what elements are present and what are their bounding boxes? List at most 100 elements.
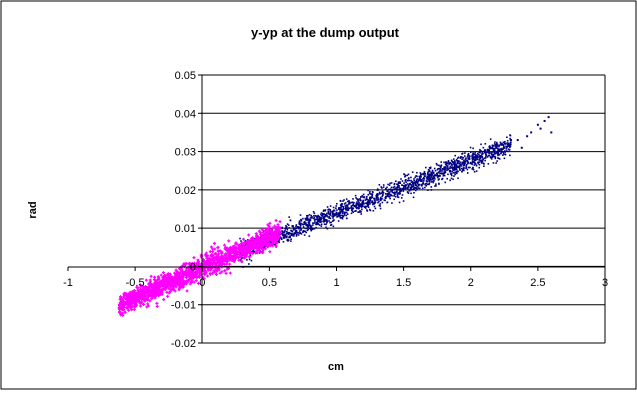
data-point (342, 200, 344, 202)
data-point (507, 150, 509, 153)
data-point (124, 296, 128, 300)
data-point (227, 239, 231, 243)
data-point (372, 203, 374, 206)
data-point (182, 272, 186, 276)
data-point (304, 217, 307, 220)
data-point (337, 220, 340, 222)
data-point (459, 163, 462, 166)
data-point (506, 139, 509, 142)
data-point (480, 156, 483, 158)
data-point (369, 198, 371, 201)
data-point (397, 192, 400, 194)
data-point (310, 224, 312, 227)
data-point (377, 196, 379, 199)
data-point (475, 170, 478, 172)
data-point (397, 184, 400, 187)
data-point (367, 200, 369, 203)
data-point (475, 155, 477, 157)
data-point (347, 208, 349, 211)
data-point (123, 293, 127, 297)
data-point (318, 220, 320, 223)
data-point (526, 135, 529, 138)
data-point (498, 158, 501, 160)
data-point (371, 191, 374, 193)
data-point (416, 171, 418, 174)
data-point (405, 184, 408, 187)
data-point (371, 201, 374, 204)
data-point (294, 232, 297, 235)
data-point (326, 220, 328, 223)
data-point (195, 275, 199, 279)
data-point (196, 281, 200, 285)
data-point (405, 181, 407, 183)
data-point (153, 278, 157, 282)
data-point (459, 169, 461, 171)
data-point (197, 267, 201, 271)
data-point (447, 168, 449, 171)
data-point (461, 163, 463, 165)
data-point (278, 237, 281, 240)
data-point (313, 216, 316, 219)
data-point (399, 192, 402, 195)
data-point (455, 171, 458, 173)
data-point (434, 169, 437, 172)
data-point (428, 173, 430, 176)
data-point (458, 165, 461, 167)
data-point (379, 197, 382, 200)
data-point (346, 207, 348, 210)
data-point (305, 217, 308, 220)
data-point (369, 197, 371, 200)
data-point (297, 227, 300, 229)
data-point (298, 222, 300, 224)
data-point (484, 143, 487, 145)
data-point (395, 188, 398, 191)
data-point (222, 243, 226, 247)
data-point (223, 262, 227, 266)
data-point (328, 217, 330, 219)
data-point (448, 162, 451, 165)
data-point (444, 166, 447, 168)
data-point (500, 142, 502, 145)
data-point (183, 263, 187, 267)
data-point (481, 153, 483, 156)
data-point (318, 217, 321, 220)
data-point (390, 190, 392, 192)
data-point (465, 167, 467, 170)
data-point (366, 204, 369, 207)
data-point (457, 177, 459, 180)
data-point (320, 217, 323, 219)
data-point (458, 168, 461, 170)
data-point (318, 224, 321, 226)
data-point (307, 215, 309, 217)
data-point (339, 211, 341, 213)
data-point (429, 173, 431, 176)
data-point (300, 219, 302, 221)
data-point (482, 146, 485, 149)
data-point (440, 172, 442, 175)
data-point (377, 189, 380, 191)
data-point (429, 174, 432, 177)
data-point (286, 223, 289, 225)
data-point (464, 160, 467, 163)
data-point (472, 161, 474, 164)
data-point (369, 190, 371, 193)
data-point (339, 208, 341, 211)
data-point (495, 145, 498, 147)
data-point (440, 166, 442, 169)
data-point (168, 275, 172, 279)
data-point (268, 250, 272, 254)
data-point (368, 200, 371, 202)
data-point (174, 285, 178, 289)
x-tick-label: 1.5 (396, 277, 411, 289)
data-point (293, 232, 296, 234)
data-point (287, 239, 289, 241)
data-point (447, 165, 449, 167)
data-point (250, 250, 253, 253)
data-point (364, 199, 367, 201)
data-point (315, 221, 318, 224)
data-point (490, 156, 492, 159)
data-point (486, 149, 489, 152)
data-point (454, 160, 456, 162)
data-point (410, 181, 413, 184)
data-point (257, 240, 261, 244)
